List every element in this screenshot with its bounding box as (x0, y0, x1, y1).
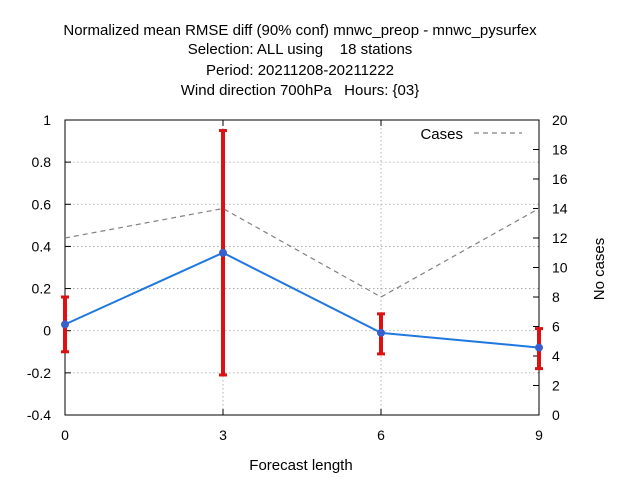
rmse-diff-series (61, 248, 543, 352)
y2-tick-label: 8 (552, 289, 560, 305)
x-axis-label: Forecast length (249, 457, 352, 474)
y2-tick-label: 4 (552, 348, 560, 364)
y2-tick-label: 0 (552, 407, 560, 423)
cases-line (64, 207, 540, 298)
chart-title-line-2: Selection: ALL using 18 stations (188, 41, 413, 58)
x-tick-label: 3 (219, 427, 227, 443)
x-tick-label: 0 (61, 427, 69, 443)
chart-title-line-1: Normalized mean RMSE diff (90% conf) mnw… (63, 22, 537, 39)
cases-series (64, 207, 540, 298)
legend-label-cases: Cases (420, 126, 463, 143)
y2-tick-label: 6 (552, 319, 560, 335)
legend: Cases (420, 126, 522, 143)
plot-frame (64, 119, 540, 416)
y-tick-label: 1 (43, 112, 51, 128)
y-tick-label: 0 (43, 323, 51, 339)
x-tick-label: 9 (535, 427, 543, 443)
y2-tick-label: 12 (552, 230, 568, 246)
y2-tick-label: 10 (552, 260, 568, 276)
y2-tick-label: 20 (552, 112, 568, 128)
rmse-diff-point (535, 343, 543, 352)
chart-title-line-3: Period: 20211208-20211222 (206, 62, 394, 79)
x-tick-label: 6 (377, 427, 385, 443)
y-axis-ticks: 1 0.8 0.6 0.4 0.2 0 -0.2 -0.4 (27, 112, 71, 423)
y2-tick-label: 2 (552, 378, 560, 394)
chart-title-block: Normalized mean RMSE diff (90% conf) mnw… (63, 22, 537, 99)
y-tick-label: 0.8 (32, 154, 52, 170)
rmse-diff-point (219, 248, 227, 257)
rmse-diff-line (64, 251, 540, 349)
error-bars (61, 129, 543, 377)
x-axis-ticks: 0 3 6 9 (61, 120, 543, 443)
rmse-diff-point (61, 320, 69, 329)
y-tick-label: 0.4 (32, 238, 52, 254)
y-tick-label: -0.2 (27, 365, 51, 381)
y-tick-label: -0.4 (27, 407, 51, 423)
y2-tick-label: 16 (552, 171, 568, 187)
y2-tick-label: 14 (552, 201, 568, 217)
y-tick-label: 0.6 (32, 196, 52, 212)
y-tick-label: 0.2 (32, 281, 52, 297)
grid-lines (65, 120, 539, 415)
rmse-diff-point (377, 328, 385, 337)
y2-axis-label: No cases (591, 238, 608, 301)
y2-tick-label: 18 (552, 142, 568, 158)
chart-title-line-4: Wind direction 700hPa Hours: {03} (181, 82, 419, 99)
